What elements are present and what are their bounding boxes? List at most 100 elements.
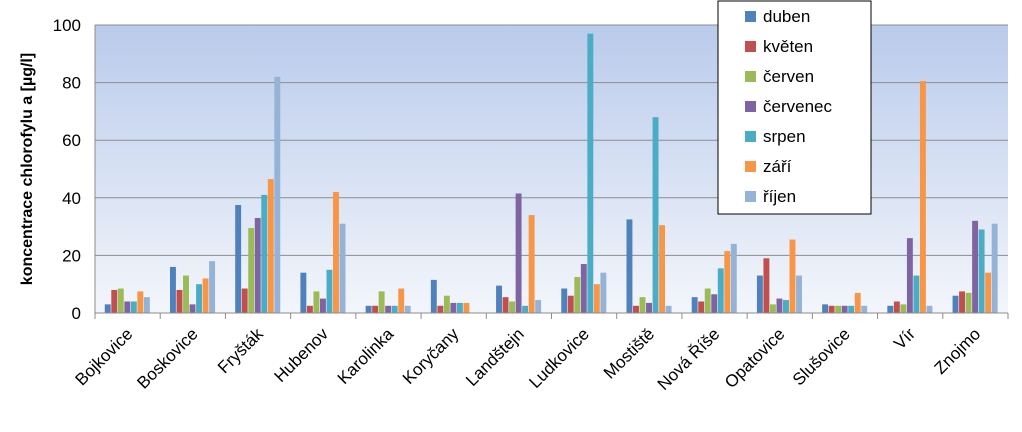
bar (528, 215, 535, 313)
bar (822, 304, 829, 313)
bar (306, 305, 313, 313)
bar (254, 217, 261, 313)
bar (137, 291, 144, 313)
bar (143, 297, 150, 313)
legend-swatch (745, 101, 756, 112)
bar (535, 300, 542, 313)
bar (241, 288, 248, 313)
bar (522, 305, 529, 313)
bar (659, 225, 666, 313)
bar (926, 305, 933, 313)
bar (430, 279, 437, 313)
bar (130, 301, 137, 313)
x-tick-label: Vír (890, 324, 919, 353)
bar (783, 300, 789, 313)
bar (991, 223, 998, 313)
bar (730, 243, 737, 313)
bar (274, 76, 281, 313)
bar (509, 301, 516, 313)
bar (176, 289, 183, 313)
bar (841, 305, 848, 313)
y-tick-label: 60 (62, 131, 81, 150)
bar (372, 305, 379, 313)
legend-label: duben (763, 7, 810, 26)
bar (900, 304, 907, 313)
bar (724, 251, 731, 313)
bar (691, 297, 698, 313)
y-axis-label: koncentrace chlorofylu a [µg/l] (19, 53, 36, 285)
bar (796, 275, 802, 313)
bar (698, 301, 705, 313)
legend-swatch (745, 71, 756, 82)
bar (835, 305, 842, 313)
bar (515, 193, 522, 313)
bar (117, 288, 124, 313)
x-tick-label: Mostiště (600, 324, 658, 382)
bars (104, 33, 998, 313)
bar (124, 301, 131, 313)
bar (776, 298, 783, 313)
bar (404, 305, 411, 313)
x-tick-label: Boskovice (133, 324, 201, 392)
x-tick-label: Hubenov (271, 324, 333, 386)
legend-swatch (745, 11, 756, 22)
legend-label: červenec (763, 97, 832, 116)
bar (326, 269, 333, 313)
bar (450, 302, 457, 313)
bar (652, 117, 659, 313)
bar (378, 291, 385, 313)
x-tick-label: Znojmo (931, 324, 985, 378)
bar (183, 275, 189, 313)
bar (763, 258, 770, 313)
bar (209, 261, 216, 313)
x-tick-label: Bojkovice (72, 324, 137, 389)
bar (580, 264, 587, 313)
bar (456, 302, 463, 313)
bar (593, 284, 600, 313)
bar (919, 81, 926, 313)
bar (600, 272, 607, 313)
bar (646, 302, 652, 313)
bar (189, 304, 196, 313)
bar (496, 285, 502, 313)
y-tick-label: 0 (72, 304, 81, 323)
bar (756, 275, 763, 313)
bar (111, 289, 118, 313)
legend-swatch (745, 41, 756, 52)
bar (906, 238, 913, 313)
bar (848, 305, 855, 313)
bar (319, 298, 326, 313)
legend-swatch (745, 131, 756, 142)
bar (978, 229, 985, 313)
bar (235, 205, 242, 313)
x-tick-label: Nová Říše (654, 324, 724, 394)
bar (828, 305, 835, 313)
bar (196, 284, 202, 313)
bar (261, 194, 268, 313)
bar (202, 278, 209, 313)
legend-swatch (745, 161, 756, 172)
bar (665, 305, 672, 313)
x-tick-label: Fryšták (214, 324, 267, 377)
bar (443, 295, 450, 313)
bar (887, 305, 894, 313)
bar (639, 297, 646, 313)
bar (769, 304, 776, 313)
bar (704, 288, 711, 313)
x-tick-label: Ludkovice (525, 324, 593, 392)
bar (861, 305, 868, 313)
bar (711, 294, 718, 313)
x-tick-label: Opatovice (721, 324, 789, 392)
bar (300, 272, 307, 313)
bar (985, 272, 992, 313)
bar (339, 223, 346, 313)
y-tick-label: 100 (53, 16, 81, 35)
bar (333, 192, 339, 313)
bar (561, 288, 568, 313)
bar (170, 266, 176, 313)
bar (391, 305, 398, 313)
bar (502, 297, 509, 313)
bar (893, 301, 900, 313)
